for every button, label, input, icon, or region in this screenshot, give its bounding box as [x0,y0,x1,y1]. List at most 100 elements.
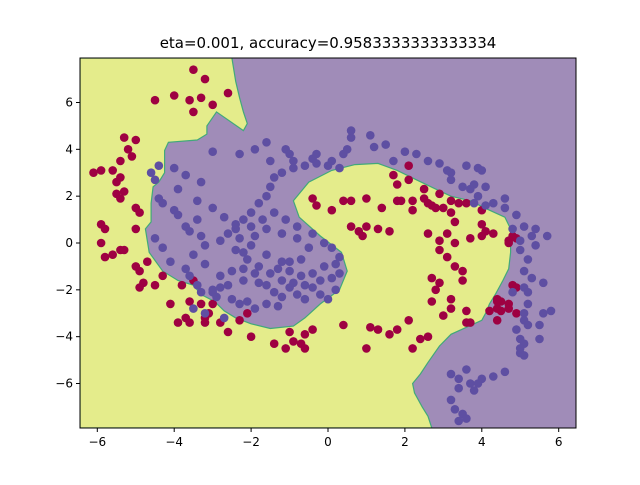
point-red [196,93,206,103]
point-purple [273,301,283,311]
point-purple [331,259,341,269]
point-purple [327,273,337,283]
point-purple [235,149,244,159]
point-purple [527,273,537,283]
point-purple [169,163,179,173]
point-purple [239,248,248,257]
point-red [492,304,502,313]
point-purple [262,280,271,290]
point-red [339,196,348,206]
y-tick-label: −6 [55,377,73,391]
point-red [200,318,210,327]
point-purple [319,238,329,248]
point-purple [523,299,533,309]
point-purple [500,194,510,203]
point-red [446,294,456,304]
point-purple [196,177,206,187]
point-purple [196,287,206,297]
point-red [492,297,502,306]
point-purple [250,269,260,278]
point-purple [273,264,283,274]
point-purple [262,299,271,309]
point-red [166,299,175,309]
point-red [119,133,129,142]
point-red [135,266,144,276]
point-red [466,318,475,327]
point-red [489,229,498,238]
y-tick-label: −2 [55,283,73,297]
point-purple [319,262,329,271]
point-red [427,297,437,306]
point-purple [473,191,483,201]
point-red [300,344,310,353]
point-red [223,88,233,98]
point-red [373,325,383,334]
point-red [389,170,398,180]
point-red [308,325,317,334]
point-purple [150,175,160,185]
point-red [392,180,402,189]
point-purple [462,414,471,423]
point-purple [185,227,194,236]
point-purple [535,334,544,344]
point-red [112,177,121,187]
point-purple [335,269,344,278]
point-red [200,74,210,84]
point-purple [412,149,421,159]
point-red [208,100,217,110]
point-red [173,318,183,327]
point-purple [400,147,410,156]
point-purple [535,320,544,330]
point-purple [292,290,302,299]
point-purple [454,374,464,384]
y-axis: −6 −4 −2 0 2 4 6 [55,95,80,391]
point-red [408,344,417,353]
point-red [404,175,414,185]
point-purple [458,182,467,192]
point-red [116,156,125,166]
point-purple [512,325,521,334]
point-purple [193,215,202,224]
point-red [312,201,321,210]
point-purple [266,156,275,166]
point-red [235,316,244,325]
point-purple [200,309,210,318]
point-red [385,227,394,236]
point-purple [285,257,294,267]
point-red [408,205,417,215]
point-purple [239,276,248,285]
point-purple [235,234,244,243]
point-red [431,203,441,213]
point-purple [231,245,240,255]
point-red [423,332,433,342]
data-points [89,65,556,426]
point-purple [531,241,540,250]
point-red [346,196,356,206]
point-purple [515,245,525,255]
point-purple [308,283,317,292]
y-tick-label: 2 [65,189,73,203]
point-red [135,283,144,292]
chart-title: eta=0.001, accuracy=0.9583333333333334 [160,34,497,52]
point-purple [323,294,333,304]
point-red [408,196,417,206]
point-purple [146,168,156,177]
point-purple [454,383,464,393]
point-purple [469,198,479,208]
point-red [362,344,371,353]
y-tick-label: 6 [65,95,73,109]
point-purple [292,222,302,231]
point-purple [227,266,237,276]
point-purple [173,184,183,194]
point-purple [542,231,552,241]
point-red [450,238,460,248]
point-purple [519,351,529,360]
point-purple [296,255,306,264]
point-red [446,208,456,217]
point-purple [308,229,317,238]
point-red [96,166,106,175]
point-purple [223,280,233,290]
point-purple [158,243,167,252]
point-purple [546,306,556,316]
